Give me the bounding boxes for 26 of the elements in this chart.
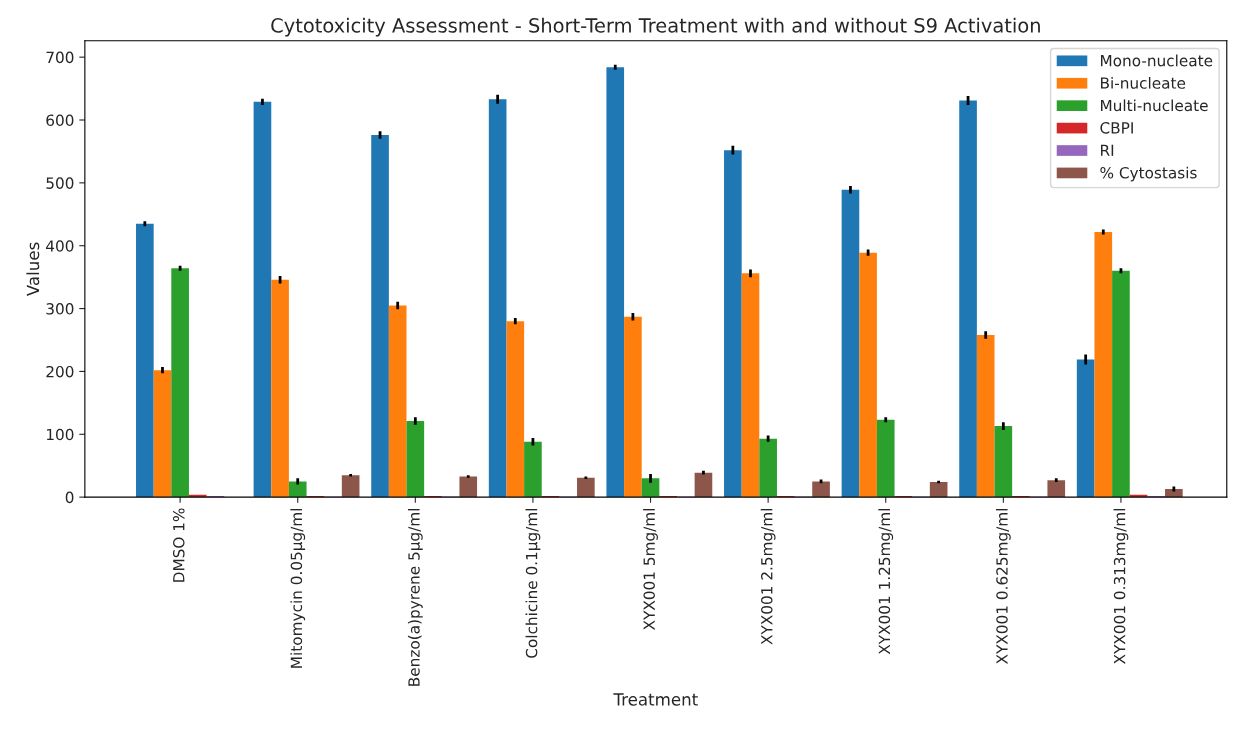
- legend-label: % Cytostasis: [1100, 166, 1197, 182]
- x-tick-label: XYX001 0.313mg/ml: [1113, 508, 1129, 664]
- x-axis-title: Treatment: [613, 693, 698, 706]
- legend-label: CBPI: [1100, 122, 1133, 134]
- y-axis-title: Values: [26, 242, 40, 297]
- x-tick-label: XYX001 5mg/ml: [643, 508, 658, 630]
- y-tick-label: 100: [46, 428, 74, 441]
- x-tick-label: XYX001 1.25mg/ml: [878, 508, 894, 655]
- y-tick-label: 0: [65, 491, 74, 504]
- y-tick-label: 600: [46, 114, 74, 127]
- y-tick-label: 200: [46, 365, 74, 378]
- y-tick-label: 500: [46, 177, 74, 189]
- x-tick-label: XYX001 2.5mg/ml: [760, 508, 776, 645]
- legend-label: Multi-nucleate: [1101, 99, 1208, 112]
- x-tick-label: XYX001 0.625mg/ml: [995, 508, 1011, 664]
- x-tick-label: Benzo(a)pyrene 5µg/ml: [407, 508, 423, 686]
- x-tick-label: Colchicine 0.1µg/ml: [525, 508, 541, 658]
- x-tick-label: Mitomycin 0.05µg/ml: [290, 508, 306, 668]
- y-tick-label: 700: [46, 51, 74, 64]
- y-tick-label: 300: [46, 303, 74, 315]
- legend-label: Mono-nucleate: [1101, 54, 1213, 67]
- legend-label: RI: [1101, 144, 1114, 156]
- chart-title: Cytotoxicity Assessment - Short-Term Treatment with and without S9 Activation: [271, 17, 1040, 37]
- y-tick-label: 400: [46, 240, 74, 252]
- legend-label: Bi-nucleate: [1101, 76, 1186, 89]
- x-tick-label: DMSO 1%: [173, 508, 185, 582]
